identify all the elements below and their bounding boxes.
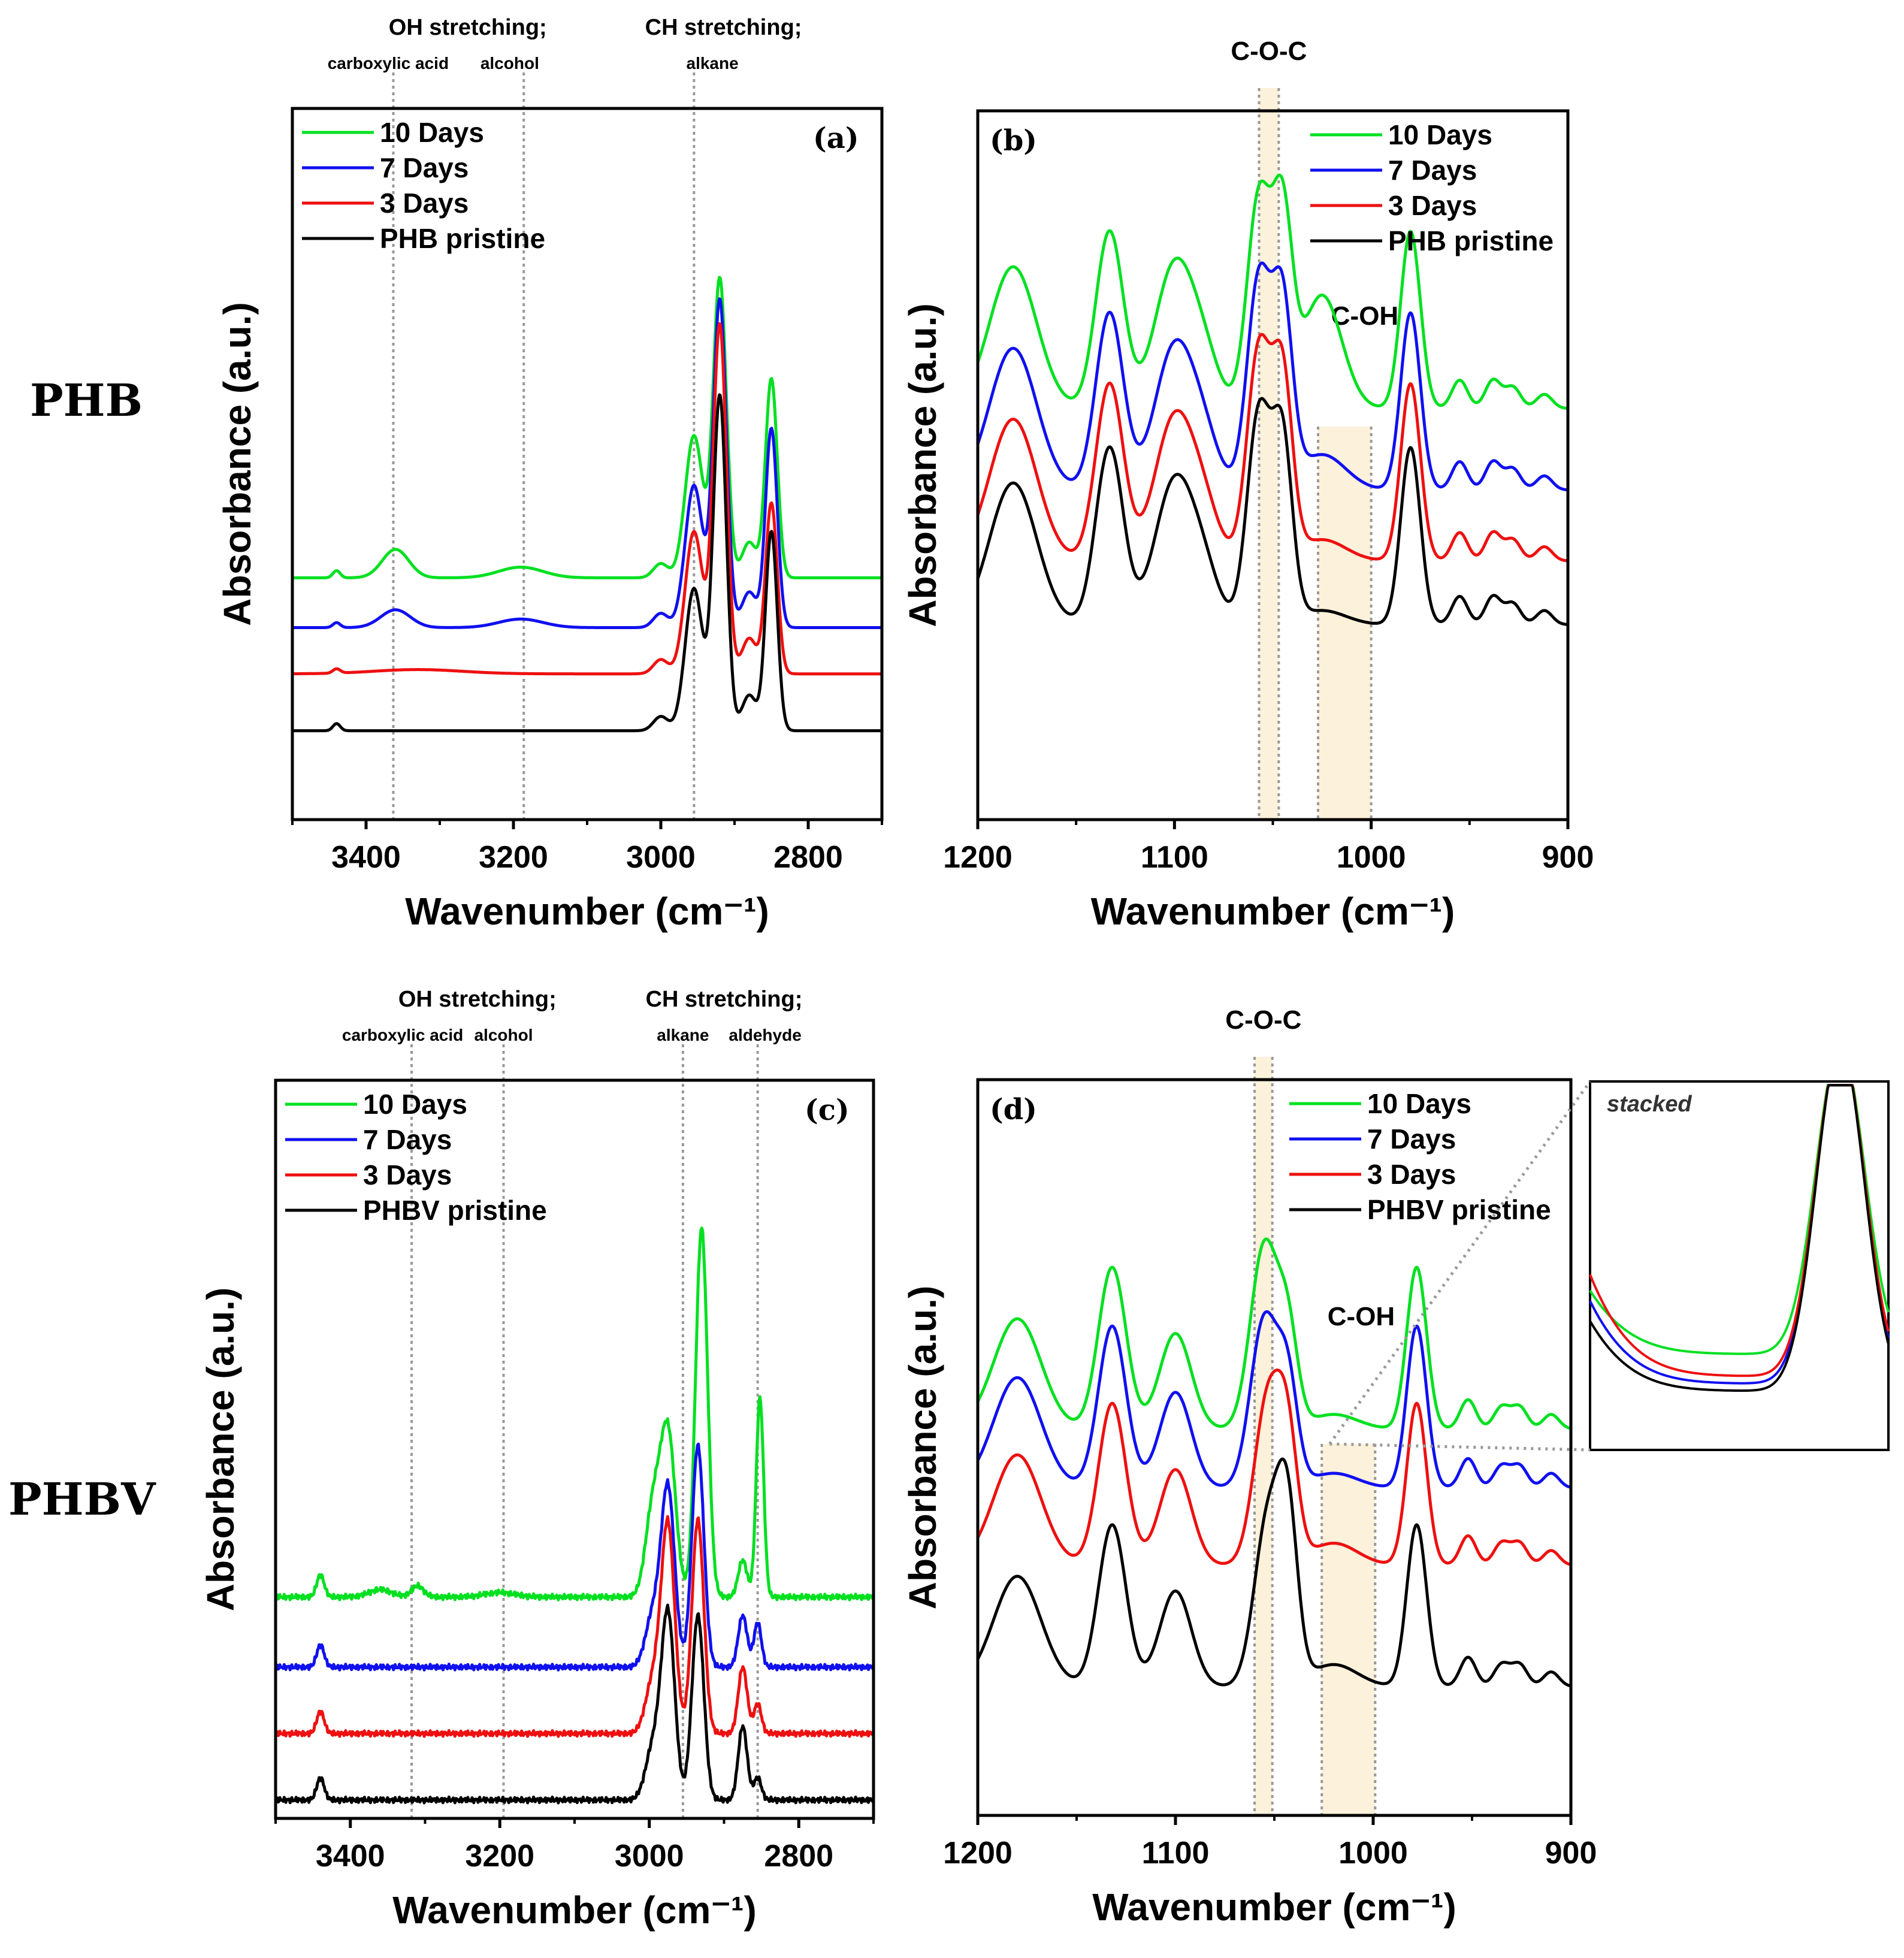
inset-connector [1329, 1442, 1591, 1452]
x-tick-label: 3400 [316, 1839, 385, 1874]
x-axis-title: Wavenumber (cm⁻¹) [392, 1888, 757, 1932]
annotation-oh-stretching: OH stretching; [398, 987, 557, 1012]
band-label-c-oh: C-OH [1331, 301, 1398, 331]
series-line-7-days [976, 1310, 1572, 1489]
annotation-aldehyde: aldehyde [729, 1026, 801, 1044]
band-region-c-o-c [1259, 88, 1279, 820]
series-line-10-days [976, 1237, 1572, 1430]
x-tick-label: 2800 [773, 840, 843, 875]
legend-label-3-days: 3 Days [1388, 190, 1477, 221]
inset-label: stacked [1607, 1092, 1692, 1117]
x-axis-title: Wavenumber (cm⁻¹) [405, 890, 769, 933]
y-axis-title: Absorbance (a.u.) [901, 1286, 944, 1610]
y-axis-title: Absorbance (a.u.) [901, 303, 944, 627]
x-tick-label: 3000 [615, 1839, 684, 1874]
legend-label-3-days: 3 Days [380, 188, 469, 219]
legend-label-10-days: 10 Days [380, 117, 484, 148]
x-tick-label: 3200 [465, 1839, 534, 1874]
series-line-3-days [291, 322, 883, 676]
x-tick-label: 1100 [1142, 1836, 1210, 1871]
row-label-phbv: PHBV [8, 1474, 156, 1525]
series-line-3-days [976, 1368, 1572, 1566]
inset-series-line-phbv-pristine [1589, 1084, 1890, 1392]
x-tick-label: 3200 [479, 840, 548, 875]
x-tick-label: 1000 [1338, 1836, 1408, 1871]
x-axis-title: Wavenumber (cm⁻¹) [1091, 890, 1455, 933]
panel-tag: (b) [990, 124, 1037, 158]
panel-b: C-O-C C-OH 1200 1100 1000 900 Wavenumber (cm⁻¹… [901, 37, 1594, 933]
annotation-ch-stretching: CH stretching; [645, 15, 802, 40]
panel-tag: (a) [813, 122, 859, 155]
series-line-10-days [976, 173, 1569, 410]
legend-label-7-days: 7 Days [1388, 155, 1477, 186]
annotation-ch-stretching: CH stretching; [646, 987, 803, 1012]
legend-label-10-days: 10 Days [363, 1089, 467, 1120]
legend-label-phb-pristine: PHB pristine [380, 223, 545, 254]
legend-label-phbv-pristine: PHBV pristine [363, 1195, 547, 1226]
inset-frame [1589, 1080, 1890, 1451]
series-line-phb-pristine [291, 393, 883, 733]
x-tick-label: 900 [1545, 1836, 1597, 1871]
legend-label-phb-pristine: PHB pristine [1388, 225, 1554, 256]
x-tick-label: 2800 [764, 1839, 833, 1874]
inset-connector [1328, 1080, 1592, 1445]
x-tick-label: 3400 [331, 840, 401, 875]
band-label-c-o-c: C-O-C [1231, 37, 1307, 66]
series-line-phbv-pristine [274, 1603, 875, 1805]
series-line-phb-pristine [976, 397, 1569, 626]
x-tick-label: 3000 [626, 840, 696, 875]
series-line-10-days [291, 276, 883, 579]
x-tick-label: 1200 [943, 1836, 1013, 1871]
panel-tag: (c) [805, 1093, 850, 1127]
panel-c: OH stretching; carboxylic acid alcohol CH s… [199, 987, 875, 1932]
series-line-phbv-pristine [976, 1457, 1572, 1688]
inset-zoom: stacked [1328, 1080, 1890, 1452]
legend-label-7-days: 7 Days [380, 152, 469, 183]
x-tick-label: 900 [1542, 840, 1594, 875]
row-label-phb: PHB [30, 375, 143, 427]
legend-label-7-days: 7 Days [1367, 1123, 1456, 1155]
annotation-alcohol: alcohol [480, 54, 539, 72]
panel-tag: (d) [990, 1093, 1037, 1126]
legend-label-10-days: 10 Days [1388, 119, 1492, 150]
panels: OH stretching; carboxylic acid alcohol CH s… [199, 15, 1890, 1932]
series-line-3-days [976, 333, 1569, 563]
annotation-alkane: alkane [687, 54, 739, 72]
y-axis-title: Absorbance (a.u.) [216, 302, 259, 626]
legend-label-10-days: 10 Days [1367, 1088, 1471, 1119]
annotation-carboxylic-acid: carboxylic acid [328, 54, 449, 72]
series-line-7-days [976, 261, 1569, 492]
legend-label-3-days: 3 Days [1367, 1159, 1456, 1190]
x-tick-label: 1000 [1337, 840, 1406, 875]
panel-a: OH stretching; carboxylic acid alcohol CH s… [216, 15, 884, 933]
x-axis-title: Wavenumber (cm⁻¹) [1092, 1886, 1456, 1929]
series-line-3-days [274, 1515, 875, 1738]
annotation-alcohol: alcohol [474, 1026, 533, 1044]
series-line-7-days [291, 297, 883, 629]
series-line-10-days [274, 1226, 875, 1602]
band-region-c-oh [1318, 427, 1371, 820]
annotation-carboxylic-acid: carboxylic acid [342, 1026, 463, 1044]
legend-label-3-days: 3 Days [363, 1159, 452, 1190]
legend-label-phbv-pristine: PHBV pristine [1367, 1194, 1551, 1225]
y-axis-title: Absorbance (a.u.) [199, 1288, 242, 1612]
plot-frame [274, 1078, 875, 1820]
panel-d: C-O-C C-OH 1200 1100 1000 900 Wavenumber (cm⁻¹… [901, 1005, 1890, 1929]
series-line-7-days [274, 1442, 875, 1672]
band-label-c-o-c: C-O-C [1225, 1005, 1301, 1035]
legend-label-7-days: 7 Days [363, 1124, 452, 1155]
x-tick-label: 1100 [1141, 840, 1208, 875]
annotation-alkane: alkane [657, 1026, 709, 1044]
band-region-c-oh [1322, 1444, 1376, 1815]
band-label-c-oh: C-OH [1328, 1302, 1395, 1331]
annotation-oh-stretching: OH stretching; [389, 15, 547, 40]
x-tick-label: 1200 [943, 840, 1013, 875]
